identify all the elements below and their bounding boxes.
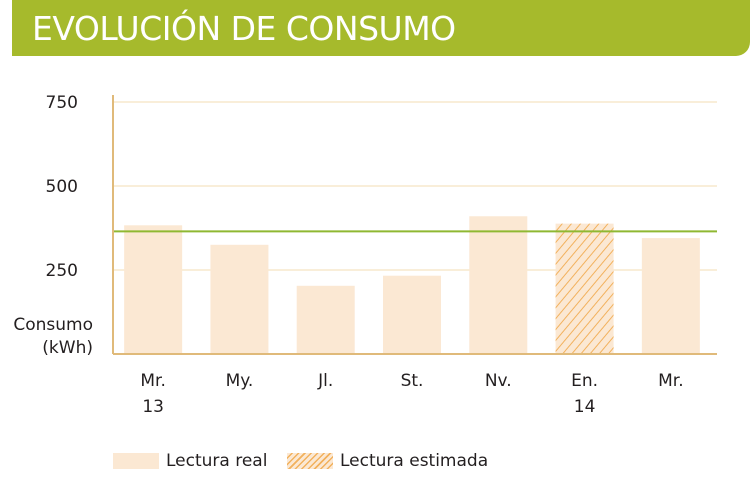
y-tick-label: 500 [46,177,78,197]
legend-swatch-real [113,453,159,469]
bar-real [383,275,441,354]
x-tick-year-label: 13 [142,397,164,417]
x-tick-year-label: 14 [574,397,596,417]
x-tick-label: Mr. [658,371,684,391]
y-axis-label: (kWh) [42,338,93,358]
y-axis-label: Consumo [13,315,93,335]
y-tick-label: 250 [46,261,78,281]
x-tick-label: My. [226,371,254,391]
title-banner: EVOLUCIÓN DE CONSUMO [12,0,750,56]
legend-item-real: Lectura real [113,449,267,473]
x-tick-label: Mr. [140,371,166,391]
legend-swatch-estimated [287,453,333,469]
bar-real [124,225,183,354]
x-tick-label: St. [401,371,424,391]
x-tick-label: En. [571,371,598,391]
bar-real [210,244,269,354]
y-tick-label: 750 [46,93,78,113]
x-tick-label: Nv. [485,371,512,391]
chart-title: EVOLUCIÓN DE CONSUMO [32,9,456,48]
legend-label-estimated: Lectura estimada [340,451,489,471]
legend-item-estimated: Lectura estimada [287,449,488,473]
legend-label-real: Lectura real [166,451,268,471]
x-tick-label: Jl. [317,371,333,391]
bar-real [641,238,700,354]
bar-real [296,285,355,354]
bar-estimated [555,223,614,354]
bar-real [469,216,528,354]
